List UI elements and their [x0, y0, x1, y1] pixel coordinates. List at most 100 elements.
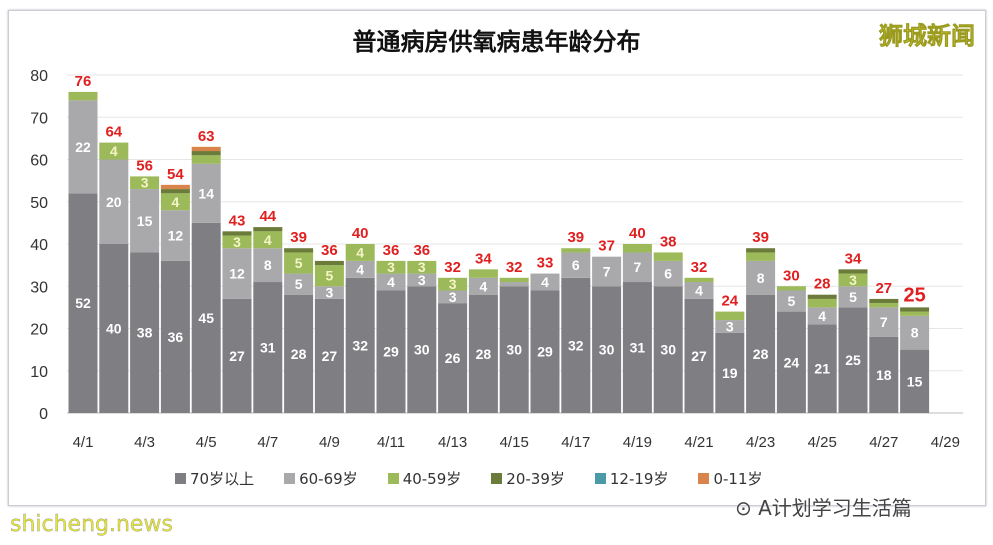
bar-segment: [715, 311, 745, 321]
segment-label: 3: [326, 285, 334, 301]
segment-label: 3: [449, 276, 457, 292]
bar-segment: [807, 307, 837, 325]
bar-segment: [284, 273, 314, 295]
segment-label: 29: [537, 344, 553, 360]
segment-label: 3: [449, 289, 457, 305]
bar-segment: [130, 252, 160, 413]
legend-item: 40-59岁: [387, 468, 462, 489]
bar-segment: [468, 269, 498, 278]
bar-segment: [684, 277, 714, 283]
bar-segment: [746, 260, 776, 295]
wechat-source: ⊙ A计划学习生活篇: [735, 496, 912, 520]
segment-label: 8: [911, 325, 919, 341]
bar-segment: [530, 290, 560, 413]
segment-label: 3: [418, 272, 426, 288]
segment-label: 28: [753, 346, 769, 362]
x-tick-label: 4/25: [808, 434, 837, 451]
bar-segment: [68, 193, 98, 413]
y-tick-label: 20: [30, 322, 48, 339]
segment-label: 3: [726, 318, 734, 334]
segment-label: 30: [599, 342, 615, 358]
wechat-source-label: A计划学习生活篇: [758, 496, 912, 520]
bar-segment: [407, 286, 437, 413]
segment-label: 22: [75, 139, 91, 155]
total-label: 34: [845, 250, 862, 267]
segment-label: 8: [264, 257, 272, 273]
bar-segment: [776, 311, 806, 413]
total-label: 56: [136, 157, 153, 174]
total-label: 39: [752, 229, 769, 246]
bar-segment: [869, 307, 899, 337]
bar-segment: [468, 277, 498, 295]
bar-segment: [838, 269, 868, 274]
watermark: shicheng.news: [10, 512, 173, 537]
segment-label: 31: [630, 340, 646, 356]
bar-segment: [746, 294, 776, 413]
y-tick-label: 40: [30, 237, 48, 254]
total-label: 39: [567, 229, 584, 246]
x-tick-label: 4/5: [196, 434, 217, 451]
y-tick-label: 0: [39, 406, 48, 423]
legend-item: 70岁以上: [175, 468, 254, 489]
x-tick-label: 4/11: [377, 434, 405, 451]
legend-label: 0-11岁: [713, 470, 763, 488]
total-label: 63: [198, 128, 215, 145]
segment-label: 25: [845, 352, 861, 368]
segment-label: 4: [541, 274, 549, 290]
segment-label: 12: [168, 228, 184, 244]
legend-swatch: [284, 473, 296, 484]
segment-label: 30: [506, 342, 522, 358]
y-tick-label: 10: [30, 364, 48, 381]
bar-segment: [222, 298, 252, 413]
total-label: 27: [875, 280, 892, 297]
segment-label: 5: [295, 276, 303, 292]
bar-segment: [653, 286, 683, 413]
total-label: 32: [506, 259, 523, 276]
legend-swatch: [491, 473, 503, 484]
total-label: 34: [475, 250, 492, 267]
segment-label: 36: [168, 329, 184, 345]
segment-label: 15: [137, 213, 153, 229]
bar-segment: [191, 222, 221, 413]
bar-segment: [838, 273, 868, 287]
bar-segment: [776, 290, 806, 312]
x-tick-label: 4/3: [134, 434, 155, 451]
total-label: 30: [783, 267, 800, 284]
segment-label: 40: [106, 321, 122, 337]
segment-label: 4: [264, 232, 272, 248]
bar-segment: [622, 244, 652, 253]
bar-segment: [869, 298, 899, 304]
total-label: 33: [537, 255, 554, 272]
legend-label: 12-19岁: [609, 470, 669, 488]
bar-segment: [653, 252, 683, 261]
total-label: 37: [598, 238, 615, 255]
total-label: 28: [814, 276, 831, 293]
segment-label: 3: [233, 234, 241, 250]
total-label: 54: [167, 166, 184, 183]
bar-segment: [530, 273, 560, 291]
bar-segment: [561, 248, 591, 253]
segment-label: 32: [352, 337, 368, 353]
x-tick-label: 4/23: [746, 434, 775, 451]
segment-label: 3: [141, 175, 149, 191]
segment-label: 5: [295, 255, 303, 271]
legend-label: 40-59岁: [402, 470, 462, 488]
bar-segment: [222, 235, 252, 249]
x-tick-label: 4/7: [257, 434, 278, 451]
legend-item: 12-19岁: [594, 468, 669, 489]
segment-label: 38: [137, 325, 153, 341]
bar-segment: [499, 282, 529, 287]
segment-label: 12: [229, 266, 245, 282]
bar-segment: [253, 231, 283, 249]
segment-label: 4: [356, 261, 364, 277]
bar-segment: [68, 100, 98, 194]
bar-segment: [807, 324, 837, 413]
segment-label: 3: [418, 259, 426, 275]
segment-label: 4: [387, 274, 395, 290]
segment-label: 14: [198, 185, 214, 201]
bar-segment: [99, 142, 129, 160]
legend-swatch: [387, 473, 399, 484]
total-label: 39: [290, 229, 307, 246]
x-tick-label: 4/19: [623, 434, 652, 451]
bar-segment: [746, 248, 776, 253]
